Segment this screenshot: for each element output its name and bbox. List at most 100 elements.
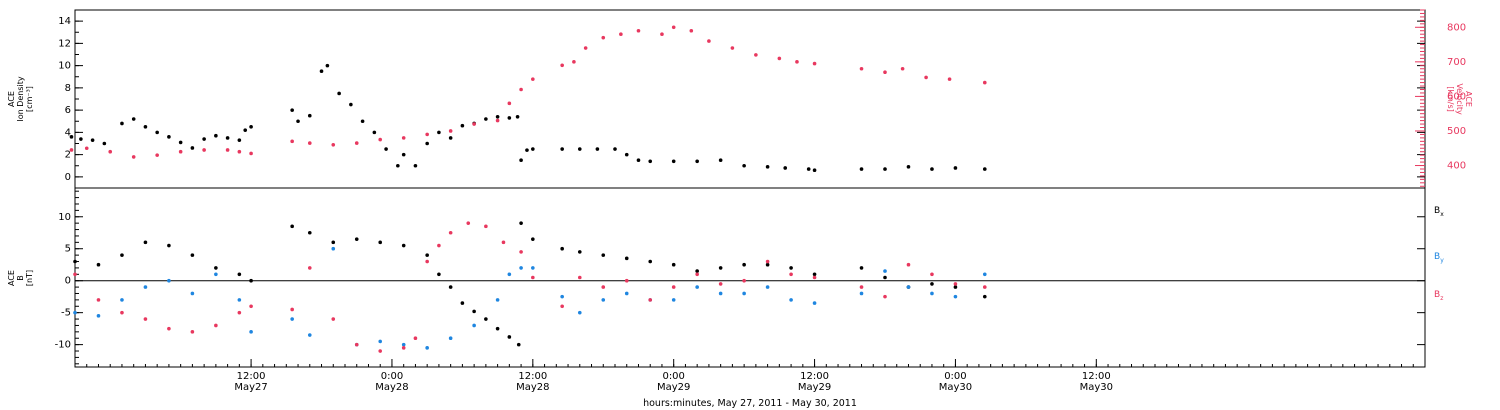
by-point [531, 266, 535, 270]
velocity-point [689, 28, 694, 33]
velocity-point [560, 63, 564, 68]
x-tick-date-label: May29 [798, 382, 831, 393]
top-left-tick-label: 0 [65, 172, 71, 183]
by-point [167, 278, 171, 283]
velocity-point [290, 139, 294, 144]
ion-density-point [384, 147, 388, 151]
bz-point [354, 342, 359, 347]
by-point [765, 285, 770, 289]
bx-point [577, 250, 582, 254]
ion-density-point [495, 115, 500, 119]
by-point [237, 298, 242, 302]
by-point [859, 291, 864, 296]
bz-point [96, 298, 101, 302]
ion-density-point [190, 146, 195, 150]
bz-point [789, 272, 793, 277]
velocity-point [730, 46, 735, 50]
bz-point [307, 266, 312, 270]
bx-point [143, 240, 148, 245]
by-point [331, 246, 336, 251]
bx-point [331, 240, 336, 245]
bx-point [167, 243, 171, 248]
bz-point [501, 240, 506, 245]
velocity-point [583, 46, 588, 50]
bx-point [307, 230, 312, 235]
ion-density-point [859, 167, 864, 171]
ion-density-point [243, 128, 248, 132]
bx-point [214, 266, 218, 270]
by-point [214, 272, 218, 277]
bx-point [648, 259, 653, 264]
velocity-point [572, 60, 576, 64]
bz-point [73, 272, 77, 277]
bottom-tick-label: 10 [58, 212, 71, 223]
bx-point [354, 237, 359, 241]
bx-point [718, 266, 723, 270]
ion-density-point [237, 138, 242, 142]
ion-density-point [178, 140, 183, 145]
legend-layer: Bx By Bz [1434, 206, 1444, 302]
top-left-ylabel-line1: ACE [7, 91, 16, 107]
ion-density-point [90, 138, 95, 142]
by-point [249, 330, 253, 334]
bottom-tick-label: 5 [65, 244, 71, 255]
ion-density-point [214, 133, 218, 138]
velocity-point [448, 129, 453, 133]
bz-point [953, 282, 958, 286]
top-left-tick-label: 6 [65, 105, 71, 116]
ion-density-point [906, 165, 911, 169]
ion-density-point [783, 166, 788, 170]
ion-density-point [718, 158, 723, 162]
bottom-panel-frame [74, 187, 1426, 368]
velocity-point [924, 75, 928, 80]
bz-point [437, 243, 441, 248]
velocity-point [660, 32, 664, 36]
by-point [378, 339, 383, 344]
bottom-tick-label: -10 [55, 340, 71, 351]
top-left-ylabel-line2: Ion Density [16, 76, 25, 122]
bx-point [472, 309, 476, 314]
top-right-tick-label: 600 [1447, 91, 1466, 102]
by-point [96, 314, 101, 318]
velocity-point [131, 155, 136, 159]
velocity-point [859, 66, 864, 71]
ion-density-point [79, 137, 83, 141]
ion-density-point [143, 125, 148, 129]
ion-density-point [448, 136, 453, 140]
ion-density-point [595, 147, 600, 151]
ion-density-point [349, 102, 353, 107]
data-layer [69, 25, 987, 353]
bx-point [249, 278, 253, 283]
legend-bx: Bx [1434, 206, 1444, 218]
top-left-tick-label: 4 [65, 127, 71, 138]
bx-point [237, 272, 242, 277]
velocity-point [425, 132, 429, 137]
bx-point [531, 237, 535, 241]
top-right-ylabel-line2: Velocity [1455, 83, 1464, 115]
by-point [624, 291, 629, 296]
ion-density-point [613, 147, 617, 151]
bottom-ylabel: ACE B [nT] [7, 270, 34, 286]
bx-point [120, 253, 124, 257]
ion-density-point [337, 91, 341, 96]
ion-density-point [519, 158, 523, 162]
top-left-tick-label: 2 [65, 150, 71, 161]
by-point [789, 298, 793, 302]
ion-density-point [360, 119, 365, 124]
bz-point [906, 262, 911, 267]
x-tick-time-label: 0:00 [662, 371, 684, 382]
xaxis-caption: hours:minutes, May 27, 2011 - May 30, 20… [643, 398, 857, 409]
ion-density-point [695, 159, 699, 164]
x-tick-date-label: May27 [234, 382, 267, 393]
bx-point [789, 266, 793, 270]
ion-density-point [742, 163, 746, 168]
ion-density-point [296, 119, 300, 124]
bz-point [883, 294, 887, 299]
velocity-point [777, 56, 782, 61]
bz-point [531, 275, 535, 280]
bz-point [401, 346, 406, 350]
bx-point [883, 275, 887, 280]
ion-density-point [155, 130, 159, 135]
bz-point [601, 285, 606, 289]
x-tick-time-label: 12:00 [1082, 371, 1111, 382]
